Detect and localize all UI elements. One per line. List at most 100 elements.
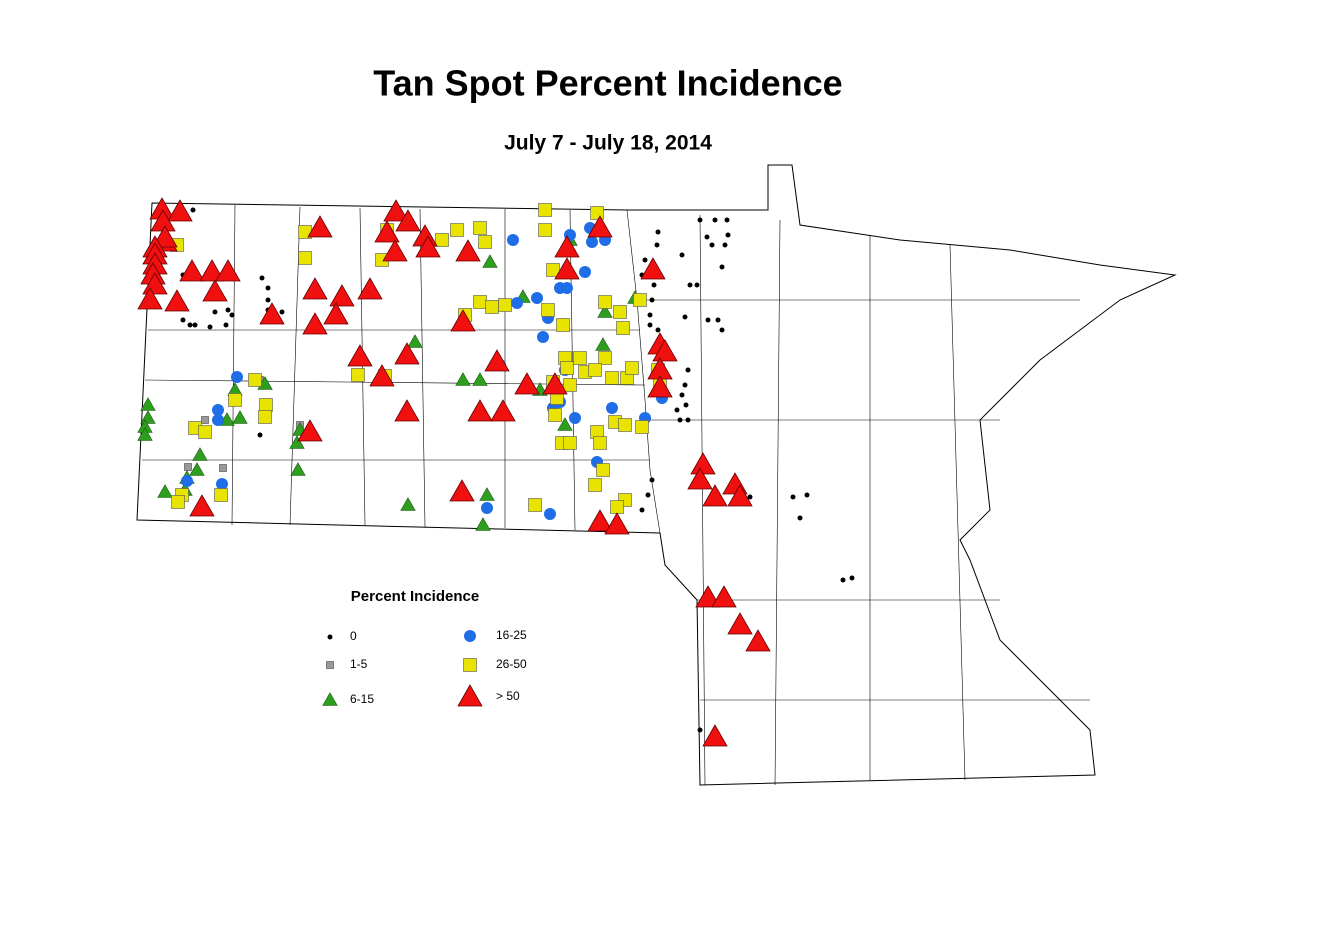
square-marker — [498, 298, 512, 312]
legend-title: Percent Incidence — [351, 588, 479, 605]
square-marker — [546, 263, 560, 277]
circle-marker — [554, 282, 566, 294]
dot-marker — [212, 309, 218, 315]
dot-marker — [679, 392, 685, 398]
dot-marker — [790, 494, 796, 500]
triangle-marker — [137, 287, 163, 310]
triangle-marker — [542, 372, 568, 395]
triangle-marker — [702, 484, 728, 507]
triangle-marker — [455, 239, 481, 262]
square-marker — [258, 410, 272, 424]
triangle-marker — [727, 484, 753, 507]
square-marker — [538, 223, 552, 237]
circle-marker — [212, 414, 224, 426]
square-marker — [633, 293, 647, 307]
circle-marker — [216, 478, 228, 490]
legend-label: 1-5 — [350, 657, 368, 671]
dot-marker — [849, 575, 855, 581]
dot-marker — [797, 515, 803, 521]
dot-marker — [223, 322, 229, 328]
square-marker — [563, 378, 577, 392]
triangle-marker — [259, 302, 285, 325]
dot-marker — [192, 322, 198, 328]
square-marker — [298, 251, 312, 265]
circle-marker — [507, 234, 519, 246]
triangle-marker — [587, 215, 613, 238]
triangle-marker — [702, 724, 728, 747]
triangle-marker — [199, 259, 225, 282]
square-marker — [588, 478, 602, 492]
triangle-marker — [554, 257, 580, 280]
square-marker — [590, 206, 604, 220]
dot-marker — [840, 577, 846, 583]
triangle-marker — [484, 349, 510, 372]
dot-marker — [265, 285, 271, 291]
map-title: Tan Spot Percent Incidence — [373, 63, 842, 104]
dot-marker — [719, 264, 725, 270]
triangle-marker — [152, 225, 178, 248]
dot-marker — [725, 232, 731, 238]
triangle-marker — [167, 199, 193, 222]
triangle-marker — [322, 692, 338, 706]
circle-marker — [537, 331, 549, 343]
dot-marker — [645, 492, 651, 498]
square-marker — [598, 351, 612, 365]
square-marker — [635, 420, 649, 434]
triangle-marker — [415, 235, 441, 258]
triangle-marker — [472, 372, 488, 386]
dot-marker — [647, 322, 653, 328]
circle-marker — [181, 475, 193, 487]
circle-marker — [544, 508, 556, 520]
legend-label: 26-50 — [496, 657, 527, 671]
dot-marker — [697, 217, 703, 223]
dot-marker — [712, 217, 718, 223]
triangle-marker — [202, 279, 228, 302]
triangle-marker — [557, 417, 573, 431]
triangle-marker — [482, 254, 498, 268]
square-marker — [560, 361, 574, 375]
triangle-marker — [467, 399, 493, 422]
dot-marker — [190, 207, 196, 213]
triangle-marker — [382, 239, 408, 262]
triangle-marker — [137, 427, 153, 441]
dot-marker — [719, 327, 725, 333]
dot-marker — [207, 324, 213, 330]
site-markers — [137, 197, 855, 747]
dot-marker — [685, 417, 691, 423]
triangle-marker — [164, 289, 190, 312]
dot-marker — [697, 727, 703, 733]
triangle-marker — [711, 585, 737, 608]
triangle-marker — [597, 304, 613, 318]
dot-marker — [655, 327, 661, 333]
circle-marker — [606, 402, 618, 414]
legend-label: 6-15 — [350, 692, 374, 706]
triangle-marker — [297, 419, 323, 442]
dot-marker — [649, 297, 655, 303]
triangle-marker — [395, 209, 421, 232]
triangle-marker — [647, 375, 673, 398]
circle-marker — [569, 412, 581, 424]
triangle-marker — [640, 257, 666, 280]
dot-marker — [654, 242, 660, 248]
square-marker — [219, 464, 227, 472]
dot-marker — [647, 312, 653, 318]
dot-marker — [649, 477, 655, 483]
triangle-marker — [400, 497, 416, 511]
triangle-marker — [727, 612, 753, 635]
square-marker — [605, 371, 619, 385]
dot-marker — [705, 317, 711, 323]
square-marker — [326, 661, 334, 669]
square-marker — [593, 436, 607, 450]
dot-marker — [682, 382, 688, 388]
dot-marker — [257, 432, 263, 438]
square-marker — [588, 363, 602, 377]
triangle-marker — [357, 277, 383, 300]
triangle-marker — [307, 215, 333, 238]
triangle-marker — [479, 487, 495, 501]
triangle-marker — [407, 334, 423, 348]
dot-marker — [674, 407, 680, 413]
triangle-marker — [215, 259, 241, 282]
circle-marker — [579, 266, 591, 278]
dot-marker — [642, 257, 648, 263]
square-marker — [548, 408, 562, 422]
